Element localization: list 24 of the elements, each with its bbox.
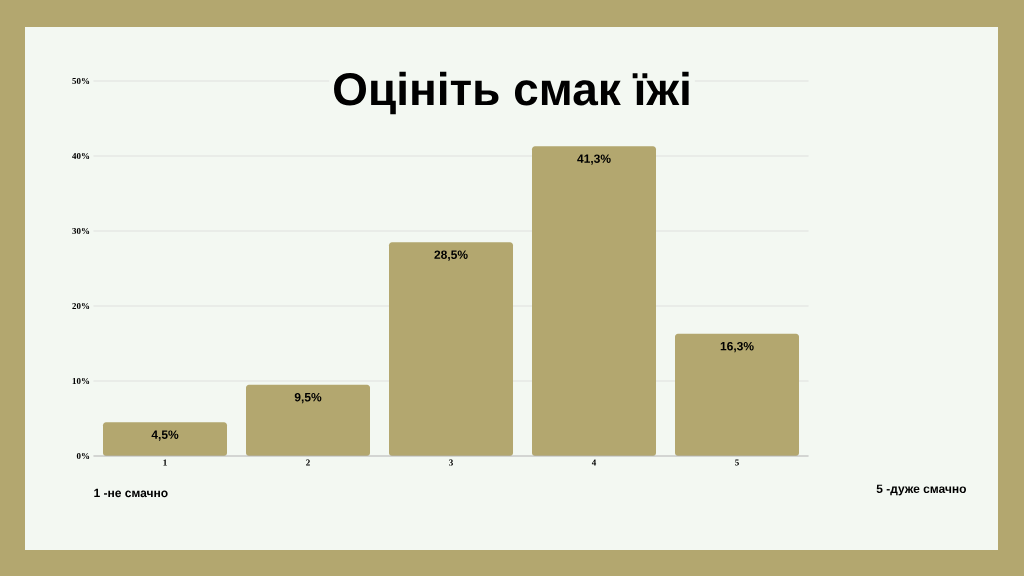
y-tick-label: 30% (72, 227, 90, 235)
y-tick-label: 50% (72, 77, 90, 85)
bar (532, 146, 657, 456)
bar (675, 333, 800, 456)
x-tick-label: 3 (449, 459, 453, 466)
text: 1 -не смачно (94, 488, 168, 498)
bar (103, 422, 228, 456)
x-tick-label: 4 (591, 459, 597, 466)
data-label: 28,5% (434, 250, 468, 261)
x-tick-label: 5 (735, 459, 739, 466)
y-tick-label: 10% (72, 377, 90, 385)
data-label: 9,5% (294, 392, 322, 404)
text: 5 -дуже смачно (876, 484, 967, 496)
bar (389, 242, 514, 456)
x-tick-label: 2 (306, 459, 310, 466)
data-label: 16,3% (720, 341, 754, 353)
y-tick-label: 20% (72, 302, 90, 310)
data-label: 41,3% (577, 154, 611, 165)
data-label: 4,5% (151, 430, 179, 441)
chart-title: Оцініть смак їжі (334, 71, 689, 115)
y-tick-label: 40% (72, 152, 90, 160)
bar (246, 384, 371, 456)
y-tick-label: 0% (76, 452, 90, 460)
x-tick-label: 1 (163, 459, 167, 466)
